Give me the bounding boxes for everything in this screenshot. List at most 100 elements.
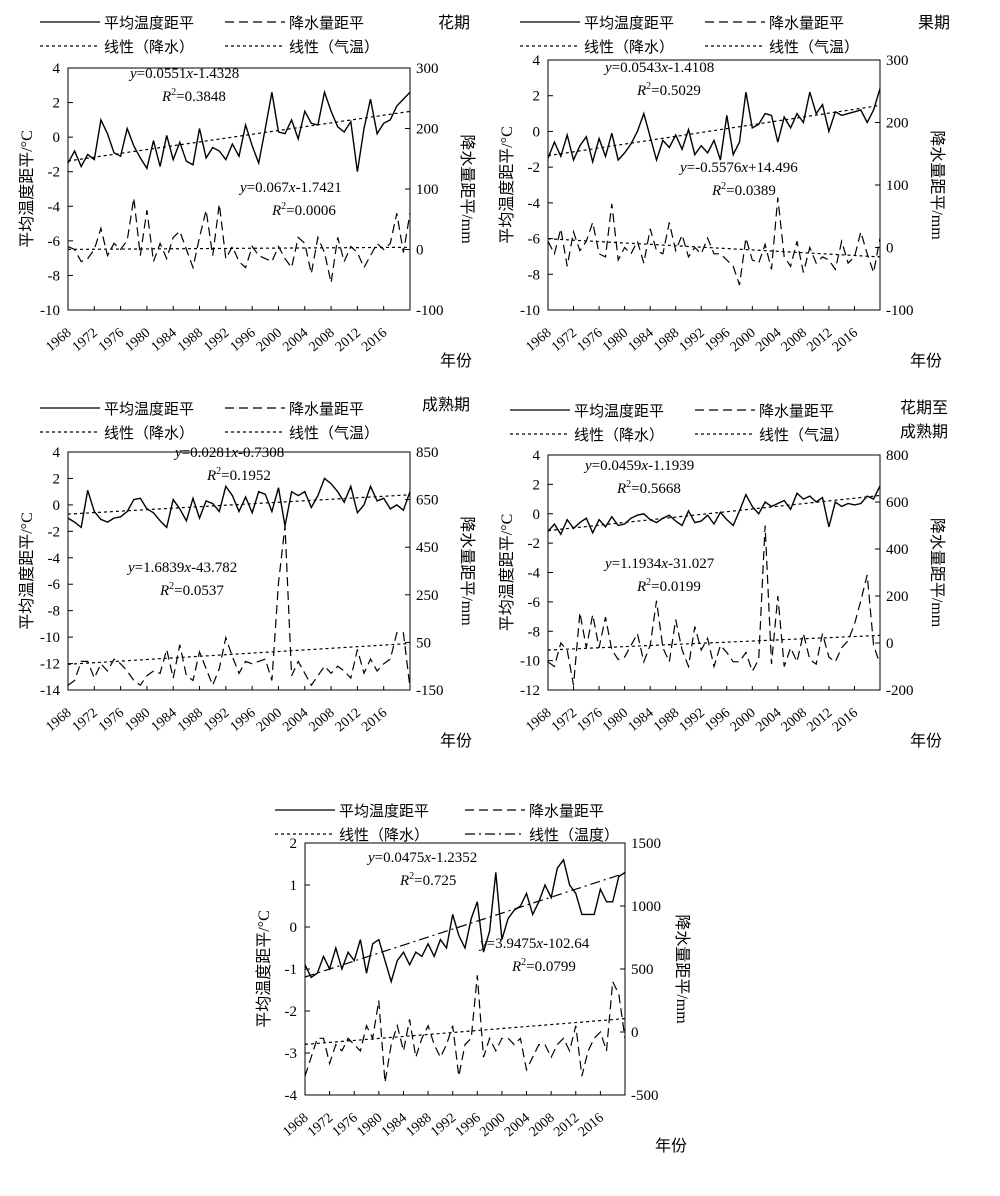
r-exponent: 2 — [281, 201, 286, 212]
panel-title: 花期 — [438, 14, 470, 32]
r-exponent: 2 — [646, 81, 651, 92]
plot-frame — [304, 842, 626, 1096]
equation-part: =0.0543 — [612, 60, 662, 76]
r-equals: = — [651, 83, 659, 99]
x-tick-label: 2016 — [830, 326, 861, 355]
y-tick-label: 1 — [290, 878, 298, 894]
x-tick-label: 1992 — [201, 326, 232, 355]
series-line-1 — [304, 858, 626, 985]
x-tick-label: 1968 — [43, 326, 74, 355]
legend-label: 降水量距平 — [759, 403, 834, 420]
equation-part: x — [660, 556, 668, 572]
y2-tick-label: -150 — [416, 683, 444, 699]
plot-frame — [67, 67, 411, 311]
equation-part: =0.067 — [247, 180, 290, 196]
r-equals: = — [174, 583, 182, 599]
r-symbol: R — [511, 959, 521, 975]
x-tick-label: 2000 — [254, 326, 285, 355]
x-tick-label: 1968 — [43, 706, 74, 735]
y-tick-label: -10 — [520, 654, 540, 670]
y2-tick-label: 200 — [886, 589, 909, 605]
equation-part: -102.64 — [543, 936, 590, 952]
series-line-4 — [547, 494, 881, 532]
r-value: 0.0389 — [735, 183, 776, 199]
equation-part: x — [535, 936, 543, 952]
legend-label: 平均温度距平 — [584, 15, 674, 32]
regression-equation: y=0.067x-1.7421 — [238, 180, 342, 196]
x-tick-label: 2000 — [477, 1111, 508, 1140]
x-tick-label: 1984 — [149, 326, 180, 355]
regression-equation: y=0.0551x-1.4328 — [128, 66, 239, 82]
y-tick-label: -3 — [285, 1046, 298, 1062]
y2-tick-label: 0 — [631, 1025, 639, 1041]
equation-part: y — [238, 180, 247, 196]
equation-part: =-0.5576 — [687, 160, 742, 176]
equation-part: -1.1939 — [648, 458, 694, 474]
r-exponent: 2 — [721, 181, 726, 192]
x-tick-label: 1988 — [404, 1111, 435, 1140]
y-tick-label: -2 — [48, 165, 61, 181]
r-squared: R2=0.3848 — [161, 87, 226, 105]
series-line-1 — [547, 485, 881, 536]
series-line-4 — [304, 872, 626, 978]
legend-label: 线性（降水） — [339, 827, 429, 844]
r-squared: R2=0.725 — [399, 871, 456, 889]
equation-part: y — [603, 60, 612, 76]
legend-label: 线性（降水） — [104, 39, 194, 56]
y-tick-label: 4 — [533, 448, 541, 464]
y-tick-label: -4 — [48, 551, 61, 567]
r-exponent: 2 — [521, 957, 526, 968]
equation-part: -43.782 — [191, 560, 237, 576]
x-tick-label: 2016 — [359, 706, 390, 735]
x-axis-label: 年份 — [910, 732, 942, 750]
r-value: 0.0799 — [535, 959, 576, 975]
series-line-3 — [67, 246, 411, 250]
r-squared: R2=0.5668 — [616, 479, 681, 497]
panel-title: 花期至 — [900, 399, 948, 417]
legend-label: 平均温度距平 — [104, 15, 194, 32]
y-tick-label: -4 — [528, 196, 541, 212]
equation-part: -1.2352 — [431, 850, 477, 866]
x-tick-label: 1976 — [330, 1111, 361, 1140]
y-tick-label: -6 — [48, 577, 61, 593]
y2-tick-label: -200 — [886, 683, 914, 699]
series-line-1 — [67, 89, 411, 172]
x-tick-label: 2000 — [728, 706, 759, 735]
y-tick-label: -8 — [48, 604, 61, 620]
legend-label: 平均温度距平 — [574, 403, 664, 420]
y2-tick-label: 0 — [886, 636, 894, 652]
y-tick-label: -2 — [48, 524, 61, 540]
equation-part: y — [678, 160, 687, 176]
x-tick-label: 1984 — [626, 706, 657, 735]
y-tick-label: 0 — [533, 124, 541, 140]
y2-tick-label: 300 — [886, 53, 909, 69]
x-tick-label: 1968 — [523, 706, 554, 735]
x-axis-label: 年份 — [440, 352, 472, 370]
x-tick-label: 1988 — [651, 706, 682, 735]
x-axis-label: 年份 — [440, 732, 472, 750]
r-value: 0.0537 — [183, 583, 225, 599]
y2-axis-label: 降水量距平/mm — [458, 516, 476, 626]
equation-part: -0.7308 — [238, 445, 284, 461]
y-tick-label: -4 — [285, 1088, 298, 1104]
r-symbol: R — [616, 481, 626, 497]
x-tick-label: 1996 — [228, 706, 259, 735]
panel-5: 210-1-2-3-4150010005000-5001968197219761… — [255, 803, 691, 1155]
y2-tick-label: 500 — [631, 962, 654, 978]
x-tick-label: 2008 — [307, 326, 338, 355]
y2-tick-label: -100 — [416, 303, 444, 319]
y-tick-label: -10 — [40, 630, 60, 646]
x-tick-label: 1996 — [702, 706, 733, 735]
equation-part: -1.4108 — [668, 60, 714, 76]
legend-label: 平均温度距平 — [104, 401, 194, 418]
x-tick-label: 2012 — [804, 706, 835, 735]
x-tick-label: 2012 — [551, 1111, 582, 1140]
x-tick-label: 1972 — [70, 326, 101, 355]
legend-label: 线性（气温） — [769, 39, 859, 56]
y2-tick-label: 0 — [416, 243, 424, 259]
y-tick-label: 2 — [533, 477, 541, 493]
regression-equation: y=-0.5576x+14.496 — [678, 160, 798, 176]
